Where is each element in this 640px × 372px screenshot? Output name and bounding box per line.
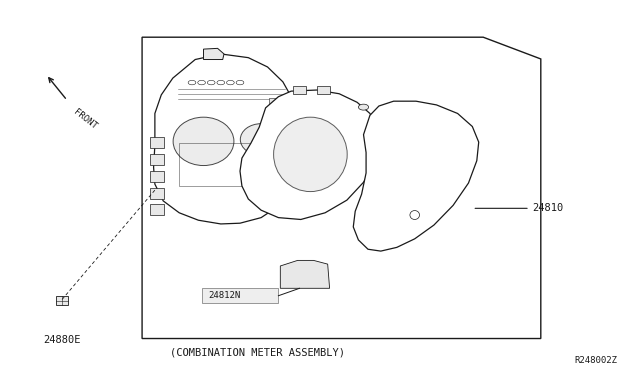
Ellipse shape	[410, 211, 420, 219]
Bar	[150, 154, 164, 165]
Bar	[317, 86, 330, 94]
Polygon shape	[204, 48, 224, 60]
Bar	[272, 109, 284, 115]
Circle shape	[207, 80, 215, 85]
Circle shape	[188, 80, 196, 85]
Ellipse shape	[274, 117, 347, 192]
Bar	[269, 98, 280, 103]
Circle shape	[198, 80, 205, 85]
Bar	[56, 296, 68, 305]
Bar	[293, 86, 306, 94]
Bar	[150, 171, 164, 182]
Polygon shape	[280, 260, 330, 288]
Text: (COMBINATION METER ASSEMBLY): (COMBINATION METER ASSEMBLY)	[170, 348, 344, 357]
Polygon shape	[353, 101, 479, 251]
Polygon shape	[154, 54, 300, 224]
Text: 24880E: 24880E	[44, 336, 81, 345]
Bar	[275, 104, 287, 109]
Text: 24812N: 24812N	[208, 291, 240, 300]
Text: FRONT: FRONT	[72, 108, 99, 132]
Circle shape	[358, 104, 369, 110]
Circle shape	[236, 80, 244, 85]
Bar	[150, 137, 164, 148]
Ellipse shape	[173, 117, 234, 166]
Bar	[150, 188, 164, 199]
Ellipse shape	[241, 124, 282, 155]
Circle shape	[227, 80, 234, 85]
Circle shape	[217, 80, 225, 85]
Polygon shape	[240, 90, 379, 219]
Bar	[179, 143, 272, 186]
Text: 24810: 24810	[532, 203, 564, 213]
Bar	[202, 288, 278, 303]
Text: R248002Z: R248002Z	[575, 356, 618, 365]
Bar	[150, 204, 164, 215]
